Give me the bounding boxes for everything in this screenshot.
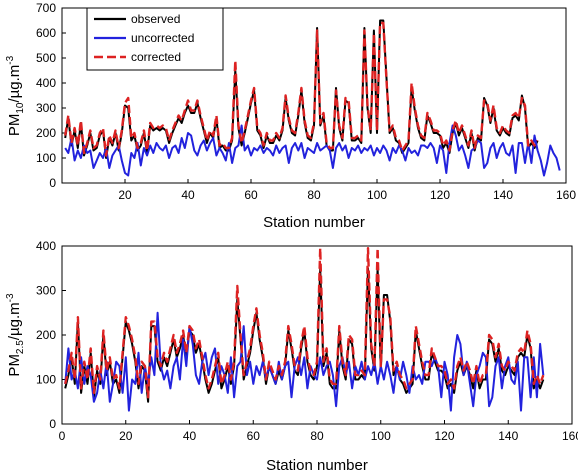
- pm25-series: [64, 246, 545, 412]
- pm25-y-tick-label: 0: [49, 417, 56, 431]
- pm10-y-tick-label: 200: [36, 126, 56, 140]
- pm10-y-tick-label: 100: [36, 151, 56, 165]
- pm10-y-tick-label: 400: [36, 76, 56, 90]
- pm25-series-corrected: [64, 246, 545, 399]
- pm10-x-tick-label: 60: [244, 188, 258, 202]
- pm25-x-tick-label: 140: [498, 429, 518, 443]
- pm10-series: [64, 19, 561, 177]
- pm10-y-tick-label: 300: [36, 101, 56, 115]
- pm10-x-tick-label: 100: [367, 188, 387, 202]
- pm10-x-tick-label: 140: [493, 188, 513, 202]
- pm10-y-tick-label: 500: [36, 51, 56, 65]
- pm25-x-tick-label: 40: [183, 429, 197, 443]
- pm10-x-tick-label: 80: [307, 188, 321, 202]
- pm25-y-axis-title: PM2.5/µg.m-3: [5, 293, 26, 377]
- pm25-y-axis-base: PM: [6, 354, 23, 377]
- pm25-ticks: 0 20 40 60 80 100 120 140 160 0 100 200 300 400: [36, 239, 578, 443]
- pm25-y-tick-label: 300: [36, 284, 56, 298]
- pm10-x-tick-label: 160: [556, 188, 576, 202]
- pm10-y-axis-sub: 10: [15, 102, 26, 114]
- pm10-y-axis-base: PM: [6, 114, 23, 137]
- pm25-x-tick-label: 80: [310, 429, 324, 443]
- pm10-y-tick-label: 700: [36, 1, 56, 15]
- pm10-series-corrected: [64, 21, 539, 157]
- pm10-x-axis-title: Station number: [263, 214, 365, 231]
- pm25-x-tick-label: 100: [371, 429, 391, 443]
- pm10-panel: 20 40 60 80 100 120 140 160 0 100 200 300 400 500 600 7…: [5, 1, 576, 231]
- pm25-y-axis-sub: 2.5: [15, 340, 26, 354]
- pm25-y-axis-rest: /µg.m: [6, 302, 23, 340]
- pm25-x-axis-title: Station number: [266, 457, 368, 473]
- pm25-y-axis-sup: -3: [5, 293, 16, 302]
- legend-label-observed: observed: [131, 12, 180, 26]
- pm10-y-axis-title: PM10/µg.m-3: [5, 55, 26, 136]
- pm10-x-tick-label: 120: [430, 188, 450, 202]
- pm25-x-tick-label: 60: [247, 429, 261, 443]
- pm10-y-tick-label: 600: [36, 26, 56, 40]
- pm25-y-tick-label: 200: [36, 328, 56, 342]
- pm25-x-tick-label: 160: [562, 429, 578, 443]
- pm25-y-tick-label: 400: [36, 239, 56, 253]
- pm10-legend: observed uncorrected corrected: [86, 7, 224, 71]
- pm25-y-tick-label: 100: [36, 373, 56, 387]
- pm25-x-tick-label: 20: [119, 429, 133, 443]
- pm25-panel: 0 20 40 60 80 100 120 140 160 0 100 200 300 400 Stati…: [5, 239, 578, 473]
- pm10-y-tick-label: 0: [49, 176, 56, 190]
- legend-label-uncorrected: uncorrected: [131, 31, 194, 45]
- pm25-x-tick-label: 120: [434, 429, 454, 443]
- legend-label-corrected: corrected: [131, 50, 181, 64]
- pm10-x-tick-label: 40: [181, 188, 195, 202]
- pm10-ticks: 20 40 60 80 100 120 140 160 0 100 200 300 400 500 600 7…: [36, 1, 576, 202]
- pm10-x-tick-label: 20: [118, 188, 132, 202]
- pm10-y-axis-rest: /µg.m: [6, 65, 23, 103]
- pm25-x-tick-label: 0: [59, 429, 66, 443]
- pm10-y-axis-sup: -3: [5, 55, 16, 64]
